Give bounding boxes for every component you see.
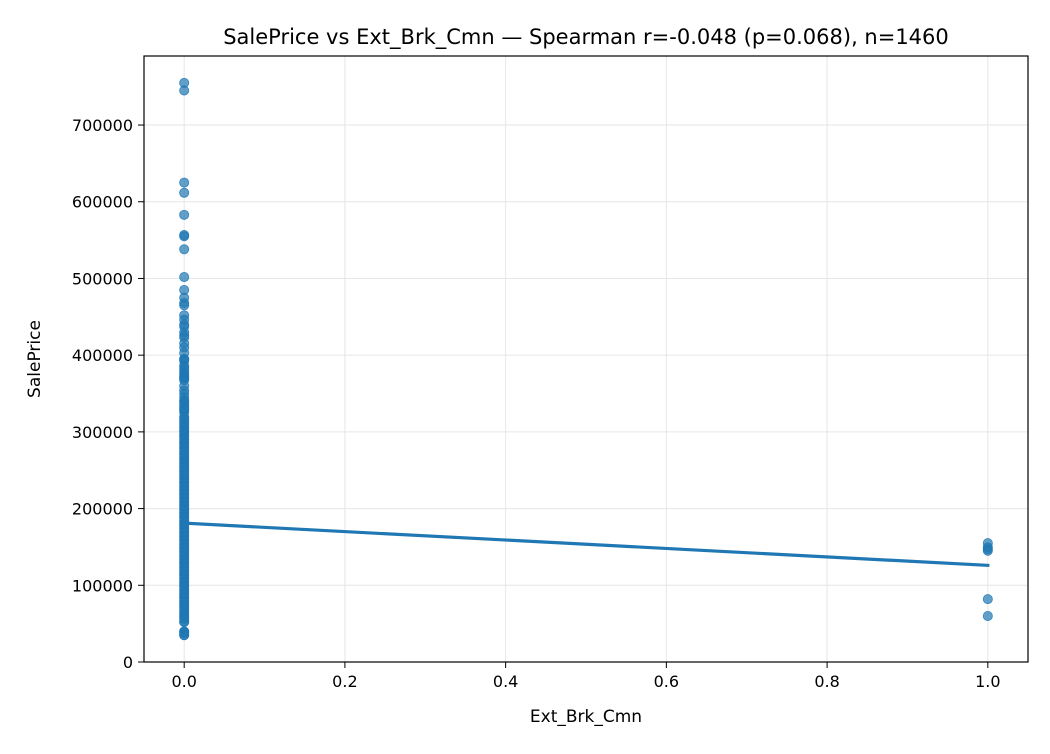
x-tick-label: 0.2 [332, 672, 357, 691]
y-tick-label: 200000 [72, 500, 133, 519]
data-point [179, 630, 190, 641]
x-tick-label: 0.4 [493, 672, 518, 691]
chart-title: SalePrice vs Ext_Brk_Cmn — Spearman r=-0… [223, 25, 949, 50]
data-points [179, 77, 993, 641]
y-tick-label: 400000 [72, 346, 133, 365]
data-point [982, 594, 993, 605]
data-point [179, 300, 190, 311]
data-point [179, 272, 190, 283]
data-point [179, 244, 190, 255]
data-point [179, 231, 190, 242]
y-tick-label: 100000 [72, 576, 133, 595]
y-tick-label: 500000 [72, 269, 133, 288]
grid-lines [144, 56, 1028, 663]
y-tick-label: 300000 [72, 423, 133, 442]
axis-ticks: 0.0 0.2 0.4 0.6 0.8 1.0 0 100000 200000 300000 400… [72, 116, 1001, 691]
y-tick-label: 600000 [72, 193, 133, 212]
fit-line [182, 521, 990, 568]
data-point [982, 545, 993, 556]
y-axis-label: SalePrice [25, 320, 45, 398]
x-tick-label: 0.8 [814, 672, 839, 691]
x-tick-label: 0.6 [654, 672, 679, 691]
data-point [179, 177, 190, 188]
data-point [982, 610, 993, 621]
x-tick-label: 1.0 [975, 672, 1000, 691]
data-point [179, 85, 190, 96]
x-tick-label: 0.0 [171, 672, 196, 691]
y-tick-label: 700000 [72, 116, 133, 135]
data-point [179, 187, 190, 198]
fit-line-layer [182, 521, 990, 568]
x-axis-label: Ext_Brk_Cmn [530, 707, 642, 727]
data-point [179, 617, 190, 628]
data-point [179, 209, 190, 220]
y-tick-label: 0 [123, 653, 133, 672]
plot-frame [143, 55, 1029, 663]
